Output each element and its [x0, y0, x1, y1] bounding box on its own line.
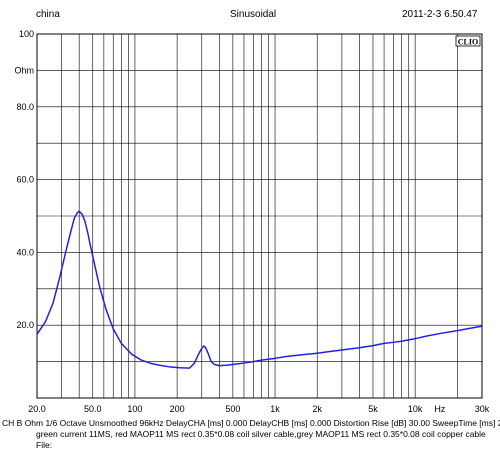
x-tick-label: 5k — [368, 404, 378, 414]
header-left-text: china — [36, 9, 60, 20]
grid — [37, 34, 482, 398]
series-group — [36, 210, 483, 369]
y-tick-label: 100 — [19, 29, 34, 39]
y-tick-label: 80.0 — [16, 102, 34, 112]
x-tick-label: 500 — [225, 404, 240, 414]
impedance-curve — [36, 210, 483, 369]
clio-logo-box — [455, 35, 481, 47]
file-label: File: — [36, 440, 53, 450]
x-tick-label: 100 — [127, 404, 142, 414]
x-tick-label: 200 — [170, 404, 185, 414]
y-tick-label: 40.0 — [16, 247, 34, 257]
x-tick-label: 30k — [475, 404, 490, 414]
x-tick-label: 1k — [270, 404, 280, 414]
y-axis: 100 80.0 60.0 40.0 20.0 Ohm — [14, 29, 34, 330]
measurement-parameters: CH B Ohm 1/6 Octave Unsmoothed 96kHz Del… — [2, 418, 500, 428]
x-tick-label: 10k — [408, 404, 423, 414]
clio-logo: CLIO — [458, 38, 478, 47]
measurement-note: green current 11MS, red MAOP11 MS rect 0… — [36, 429, 486, 439]
x-tick-label: 20.0 — [28, 404, 46, 414]
y-tick-label: 20.0 — [16, 320, 34, 330]
x-tick-label: 2k — [312, 404, 322, 414]
x-axis: 20.0 50.0 100 200 500 1k 2k 5k 10k Hz 30k — [28, 404, 490, 414]
y-tick-label: 60.0 — [16, 175, 34, 185]
header-center-text: Sinusoidal — [230, 9, 277, 20]
y-axis-unit-label: Ohm — [14, 65, 34, 75]
x-tick-label: Hz — [434, 404, 445, 414]
header-timestamp: 2011-2-3 6.50.47 — [402, 9, 478, 20]
x-tick-label: 50.0 — [84, 404, 102, 414]
